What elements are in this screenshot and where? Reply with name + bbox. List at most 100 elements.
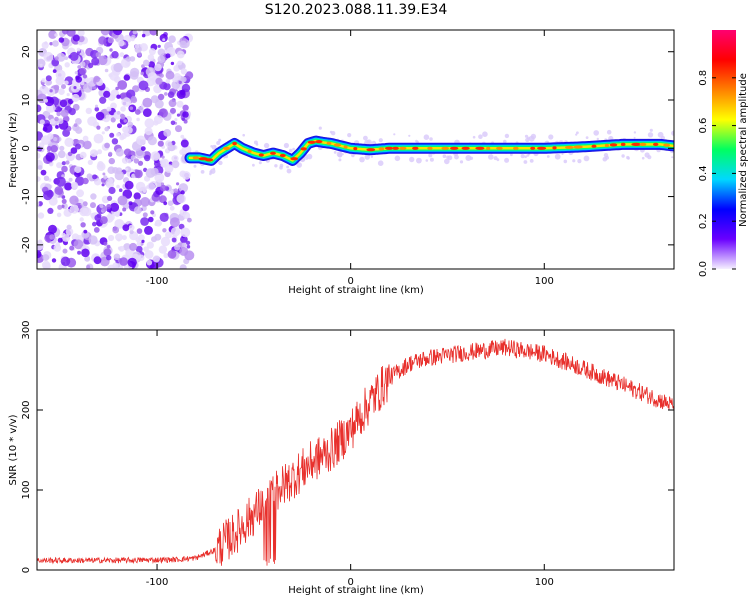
noise-blob bbox=[117, 246, 122, 250]
noise-blob bbox=[103, 248, 112, 257]
noise-blob bbox=[123, 74, 130, 81]
ridge-halo bbox=[409, 156, 415, 163]
ridge-halo bbox=[524, 155, 527, 159]
ridge-peak bbox=[205, 158, 214, 162]
ridge-peak bbox=[631, 142, 642, 146]
noise-blob bbox=[48, 30, 57, 39]
ridge-halo bbox=[333, 151, 337, 154]
noise-blob bbox=[60, 109, 69, 118]
noise-blob bbox=[49, 89, 53, 93]
noise-blob bbox=[81, 230, 90, 239]
noise-blob bbox=[123, 148, 132, 156]
ridge-halo bbox=[347, 133, 352, 138]
ridge-halo bbox=[585, 136, 589, 140]
noise-blob bbox=[173, 188, 179, 193]
noise-blob bbox=[106, 177, 114, 185]
noise-blob bbox=[128, 201, 133, 206]
noise-blob bbox=[45, 152, 55, 162]
noise-blob bbox=[119, 93, 126, 99]
noise-blob bbox=[53, 84, 60, 91]
ridge-halo bbox=[216, 141, 221, 145]
noise-blob bbox=[157, 93, 165, 101]
noise-blob bbox=[42, 126, 48, 132]
noise-blob bbox=[66, 224, 72, 230]
noise-blob bbox=[127, 121, 134, 128]
noise-blob bbox=[119, 257, 128, 266]
noise-blob bbox=[54, 186, 64, 195]
ridge-halo bbox=[200, 170, 205, 174]
ridge-halo bbox=[626, 155, 630, 160]
noise-blob bbox=[144, 250, 154, 259]
noise-blob bbox=[125, 56, 132, 62]
noise-blob bbox=[110, 117, 116, 123]
noise-blob bbox=[94, 214, 101, 222]
noise-blob bbox=[97, 149, 103, 155]
ridge-peak bbox=[591, 144, 597, 148]
noise-blob bbox=[99, 96, 107, 104]
noise-blob bbox=[160, 182, 165, 186]
ridge-halo bbox=[209, 172, 212, 176]
ridge-halo bbox=[336, 151, 343, 158]
noise-blob bbox=[61, 161, 66, 166]
noise-blob bbox=[182, 104, 189, 112]
noise-blob bbox=[144, 118, 155, 129]
noise-blob bbox=[77, 250, 82, 255]
ridge-halo bbox=[503, 139, 507, 144]
noise-blob bbox=[176, 113, 181, 117]
noise-blob bbox=[158, 108, 168, 118]
noise-blob bbox=[176, 194, 186, 204]
noise-blob bbox=[116, 94, 121, 99]
noise-blob bbox=[175, 125, 182, 133]
noise-blob bbox=[177, 60, 183, 66]
noise-blob bbox=[165, 79, 171, 84]
noise-blob bbox=[137, 160, 144, 166]
noise-blob bbox=[129, 56, 136, 62]
noise-blob bbox=[49, 42, 53, 46]
noise-blob bbox=[107, 166, 115, 174]
x-tick-label: 100 bbox=[535, 577, 554, 588]
noise-blob bbox=[109, 202, 120, 212]
noise-blob bbox=[52, 69, 57, 73]
noise-blob bbox=[121, 97, 131, 107]
ridge-halo bbox=[671, 156, 674, 159]
noise-blob bbox=[96, 125, 101, 130]
noise-blob bbox=[59, 99, 68, 108]
noise-blob bbox=[53, 244, 62, 252]
noise-blob bbox=[64, 80, 69, 86]
noise-blob bbox=[167, 91, 175, 98]
ridge-halo bbox=[444, 158, 450, 165]
noise-blob bbox=[113, 62, 123, 73]
ridge-peak bbox=[537, 146, 547, 150]
noise-blob bbox=[95, 52, 102, 58]
noise-blob bbox=[182, 204, 190, 212]
noise-blob bbox=[37, 152, 41, 159]
noise-blob bbox=[37, 201, 43, 207]
noise-blob bbox=[126, 158, 132, 164]
noise-blob bbox=[82, 74, 88, 79]
noise-blob bbox=[178, 183, 189, 193]
noise-blob bbox=[158, 222, 162, 226]
noise-blob bbox=[142, 108, 152, 117]
colorbar: 0.0 0.2 0.4 0.6 0.8 Normalized spectral ampl… bbox=[698, 30, 749, 277]
noise-blob bbox=[107, 37, 114, 44]
noise-blob bbox=[84, 255, 91, 262]
ridge-halo bbox=[263, 142, 270, 149]
noise-blob bbox=[132, 30, 138, 35]
ridge-halo bbox=[641, 156, 645, 160]
noise-blob bbox=[116, 184, 120, 189]
ridge-halo bbox=[520, 154, 525, 159]
noise-blob bbox=[61, 204, 65, 208]
noise-blob bbox=[73, 86, 77, 90]
noise-blob bbox=[37, 212, 45, 219]
noise-blob bbox=[108, 234, 115, 242]
noise-blob bbox=[82, 201, 88, 207]
noise-blob bbox=[159, 212, 169, 222]
noise-blob bbox=[39, 63, 43, 68]
noise-blob bbox=[180, 190, 185, 195]
noise-blob bbox=[136, 241, 142, 247]
noise-blob bbox=[37, 240, 44, 251]
noise-blob bbox=[56, 162, 63, 169]
noise-blob bbox=[55, 176, 66, 187]
noise-blob bbox=[182, 111, 189, 118]
